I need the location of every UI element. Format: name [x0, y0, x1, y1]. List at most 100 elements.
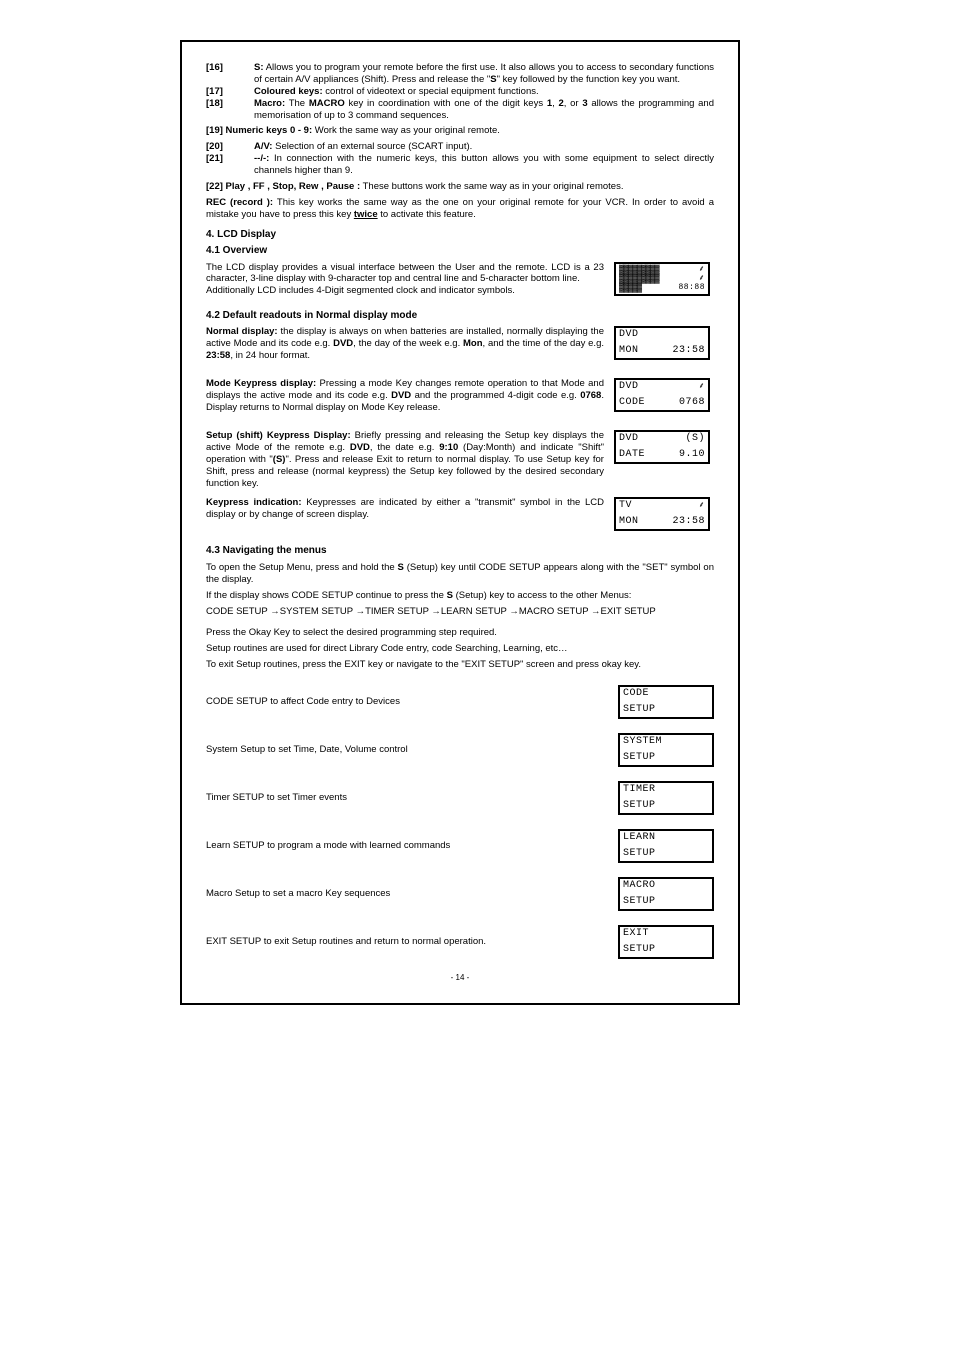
lcd-line2: SETUP: [623, 801, 656, 811]
section-41-title: 4.1 Overview: [206, 245, 714, 258]
page-number: - 14 -: [206, 973, 714, 983]
menu-row-learn: Learn SETUP to program a mode with learn…: [206, 829, 714, 863]
lcd-line2: SETUP: [623, 705, 656, 715]
def-num: [17]: [206, 86, 254, 98]
lcd-line1: SYSTEM: [623, 737, 662, 747]
lcd-menu-system-icon: SYSTEM SETUP: [618, 733, 714, 767]
lcd-mode-icon: DVD⸙ CODE0768: [614, 378, 710, 412]
menu-label: Macro Setup to set a macro Key sequences: [206, 888, 618, 900]
emphasis: twice: [354, 209, 378, 220]
menu-row-system: System Setup to set Time, Date, Volume c…: [206, 733, 714, 767]
menu-row-timer: Timer SETUP to set Timer events TIMER SE…: [206, 781, 714, 815]
menu-label: Timer SETUP to set Timer events: [206, 792, 618, 804]
lcd-row: ▓▓▓▓▓: [619, 284, 641, 293]
lcd-day: MON: [619, 346, 639, 356]
transmit-icon: ⸙: [699, 266, 706, 274]
lcd-clock: 88:88: [678, 284, 705, 292]
mode-keypress-block: Mode Keypress display: Pressing a mode K…: [206, 378, 714, 422]
text: control of videotext or special equipmen…: [323, 86, 539, 97]
ref: DVD: [350, 442, 370, 453]
ref: DVD: [391, 390, 411, 401]
page-container: [16] S: Allows you to program your remot…: [180, 40, 740, 1005]
lcd-normal-icon: DVD MON23:58: [614, 326, 710, 360]
normal-display-block: Normal display: the display is always on…: [206, 326, 714, 370]
definitions-block: [16] S: Allows you to program your remot…: [206, 62, 714, 121]
lcd-line2: SETUP: [623, 945, 656, 955]
text: (Setup) key to access to the other Menus…: [453, 590, 631, 601]
def-num: [21]: [206, 153, 254, 177]
section-42-title: 4.2 Default readouts in Normal display m…: [206, 310, 714, 323]
text: , the date e.g.: [370, 442, 439, 453]
lcd-line2: SETUP: [623, 753, 656, 763]
setup-keypress-block: Setup (shift) Keypress Display: Briefly …: [206, 430, 714, 489]
key-label: Coloured keys:: [254, 86, 323, 97]
ref: (S): [273, 454, 286, 465]
nav-para-4: Press the Okay Key to select the desired…: [206, 627, 714, 639]
overview-block: The LCD display provides a visual interf…: [206, 262, 714, 306]
text: In connection with the numeric keys, thi…: [254, 153, 714, 176]
lcd-menu-timer-icon: TIMER SETUP: [618, 781, 714, 815]
text: These buttons work the same way as in yo…: [360, 181, 623, 192]
lcd-menu-exit-icon: EXIT SETUP: [618, 925, 714, 959]
lcd-shift: (S): [685, 434, 705, 444]
lcd-day: MON: [619, 517, 639, 527]
lcd-tv-icon: TV⸙ MON23:58: [614, 497, 710, 531]
ref: DVD: [333, 338, 353, 349]
section-43-title: 4.3 Navigating the menus: [206, 545, 714, 558]
line-rec: REC (record ): This key works the same w…: [206, 197, 714, 221]
key-label: --/-:: [254, 153, 269, 164]
label: [22] Play , FF , Stop, Rew , Pause :: [206, 181, 360, 192]
def-18: [18] Macro: The MACRO key in coordinatio…: [206, 98, 714, 122]
text: Selection of an external source (SCART i…: [272, 141, 472, 152]
lcd-menu-learn-icon: LEARN SETUP: [618, 829, 714, 863]
lcd-line1: TIMER: [623, 785, 656, 795]
text-col: Setup (shift) Keypress Display: Briefly …: [206, 430, 604, 489]
text: If the display shows CODE SETUP continue…: [206, 590, 447, 601]
lcd-col: DVD MON23:58: [614, 326, 714, 370]
label: [19] Numeric keys 0 - 9:: [206, 125, 312, 136]
label: Keypress indication:: [206, 497, 302, 508]
transmit-icon: ⸙: [699, 383, 706, 391]
transmit-icon: ⸙: [699, 275, 706, 283]
nav-chain: CODE SETUP →SYSTEM SETUP →TIMER SETUP →L…: [206, 606, 714, 618]
def-body: S: Allows you to program your remote bef…: [254, 62, 714, 86]
lcd-date-label: DATE: [619, 450, 645, 460]
lcd-col: TV⸙ MON23:58: [614, 497, 714, 541]
lcd-line1: EXIT: [623, 929, 649, 939]
nav-para-2: If the display shows CODE SETUP continue…: [206, 590, 714, 602]
text: , in 24 hour format.: [230, 350, 310, 361]
ref: 23:58: [206, 350, 230, 361]
def-body: --/-: In connection with the numeric key…: [254, 153, 714, 177]
lcd-line2: SETUP: [623, 897, 656, 907]
def-num: [20]: [206, 141, 254, 153]
text: , and the time of the day e.g.: [483, 338, 604, 349]
lcd-date: 9.10: [679, 450, 705, 460]
label: REC (record ):: [206, 197, 273, 208]
key-label: S:: [254, 62, 264, 73]
overview-text: The LCD display provides a visual interf…: [206, 262, 604, 306]
overview-lcd: ▓▓▓▓▓▓▓▓▓⸙ ▓▓▓▓▓▓▓▓▓⸙ ▓▓▓▓▓88:88: [614, 262, 714, 306]
nav-para-5: Setup routines are used for direct Libra…: [206, 643, 714, 655]
menu-label: System Setup to set Time, Date, Volume c…: [206, 744, 618, 756]
menu-label: CODE SETUP to affect Code entry to Devic…: [206, 696, 618, 708]
text-col: Mode Keypress display: Pressing a mode K…: [206, 378, 604, 422]
ref: 9:10: [439, 442, 458, 453]
key-label: Macro:: [254, 98, 285, 109]
lcd-code-label: CODE: [619, 398, 645, 408]
lcd-line1: LEARN: [623, 833, 656, 843]
menu-row-macro: Macro Setup to set a macro Key sequences…: [206, 877, 714, 911]
def-num: [18]: [206, 98, 254, 122]
label: Mode Keypress display:: [206, 378, 316, 389]
def-body: Macro: The MACRO key in coordination wit…: [254, 98, 714, 122]
def-body: A/V: Selection of an external source (SC…: [254, 141, 714, 153]
text: to activate this feature.: [378, 209, 476, 220]
label: Setup (shift) Keypress Display:: [206, 430, 351, 441]
ref: Mon: [463, 338, 483, 349]
text: Additionally LCD includes 4-Digit segmen…: [206, 285, 515, 296]
lcd-line2: SETUP: [623, 849, 656, 859]
menu-row-exit: EXIT SETUP to exit Setup routines and re…: [206, 925, 714, 959]
text: , or: [564, 98, 583, 109]
line-19: [19] Numeric keys 0 - 9: Work the same w…: [206, 125, 714, 137]
label: Normal display:: [206, 326, 278, 337]
transmit-icon: ⸙: [699, 502, 706, 510]
